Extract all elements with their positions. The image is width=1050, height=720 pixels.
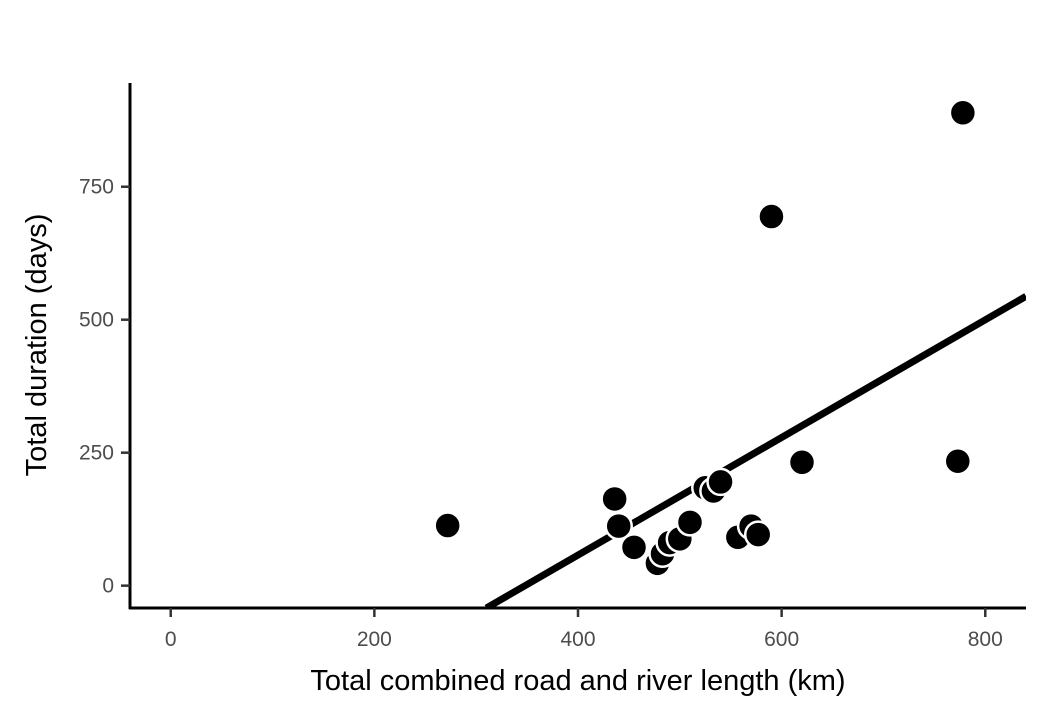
plot-area [433, 98, 1026, 608]
x-tick-label: 800 [968, 628, 1003, 651]
data-point [948, 98, 978, 128]
x-tick-label: 200 [357, 628, 392, 651]
x-axis-title: Total combined road and river length (km… [310, 665, 845, 697]
y-tick-label: 0 [102, 575, 114, 598]
trend-line [484, 293, 1026, 608]
data-point [675, 508, 705, 537]
axes: 0 200 400 600 800 0 250 500 750 [79, 83, 1026, 651]
data-point [943, 446, 973, 476]
data-point [600, 484, 629, 514]
y-tick-label: 250 [79, 442, 114, 465]
data-point [743, 520, 773, 549]
data-point [787, 448, 817, 477]
x-tick-label: 400 [560, 628, 595, 651]
y-axis-title: Total duration (days) [21, 214, 53, 477]
x-tick-label: 0 [165, 628, 177, 651]
y-tick-label: 750 [79, 176, 114, 199]
data-point [757, 202, 786, 231]
x-tick-label: 600 [764, 628, 799, 651]
data-point [619, 533, 649, 562]
data-point [706, 467, 735, 497]
data-point [604, 511, 633, 541]
y-tick-label: 500 [79, 309, 114, 332]
data-point [433, 511, 462, 540]
